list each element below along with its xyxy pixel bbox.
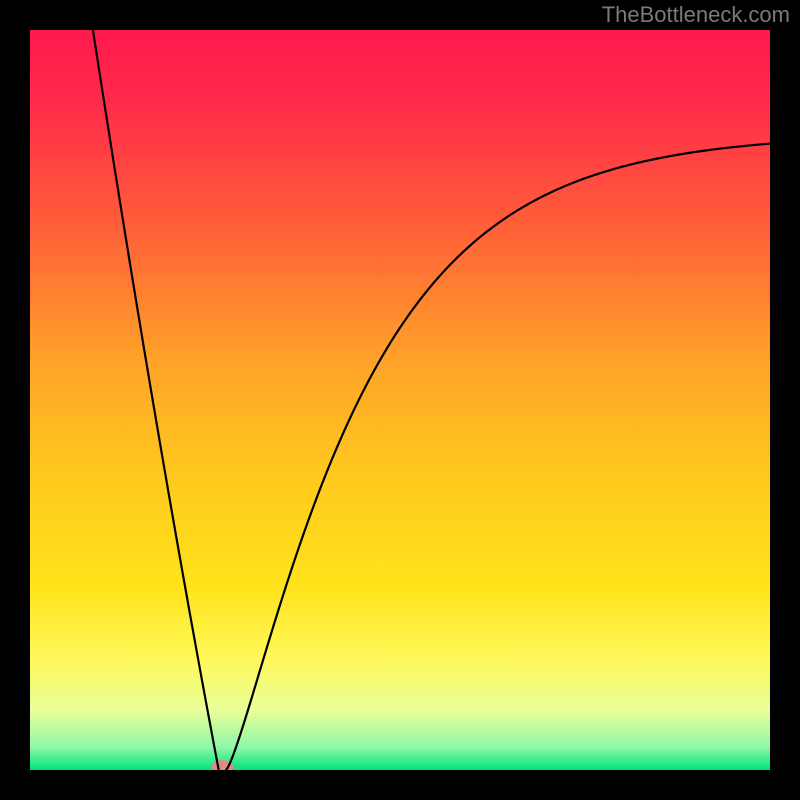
chart-svg: TheBottleneck.com [0, 0, 800, 800]
bottleneck-chart: TheBottleneck.com [0, 0, 800, 800]
frame-border-right [770, 0, 800, 800]
attribution-text: TheBottleneck.com [602, 2, 790, 27]
frame-border-bottom [0, 770, 800, 800]
gradient-background [30, 30, 770, 770]
frame-border-left [0, 0, 30, 800]
